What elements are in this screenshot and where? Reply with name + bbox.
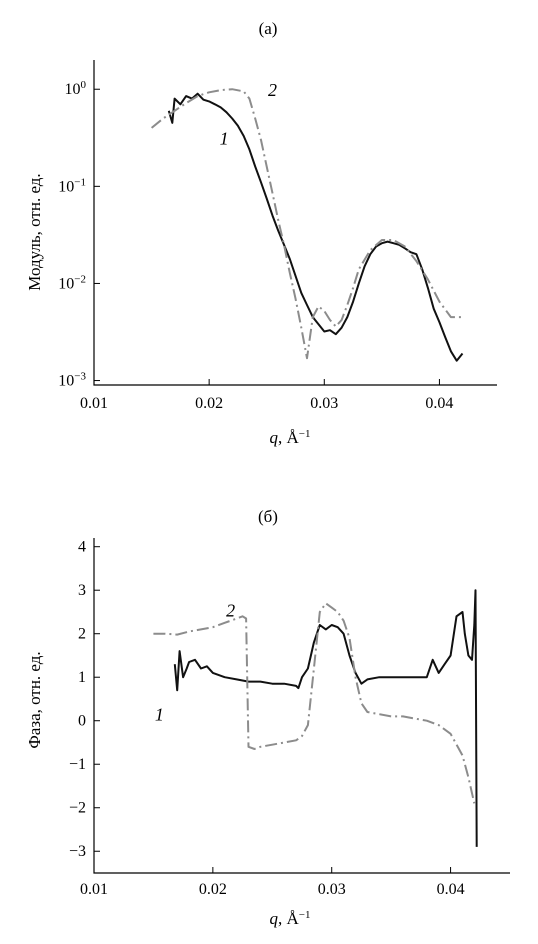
- panel-a-series-1-line: [167, 92, 464, 362]
- panel-b-label: (б): [258, 507, 278, 526]
- panel-a-x-tick-label: 0.02: [195, 395, 223, 412]
- panel-a-y-tick-label: 100: [65, 79, 87, 98]
- panel-a-y-tick-label: 10−1: [58, 176, 86, 195]
- panel-a-x-tick-label: 0.01: [80, 395, 108, 412]
- panel-b-x-axis-label: q, Å−1: [270, 909, 311, 928]
- panel-a-series-1-label: 1: [220, 128, 229, 148]
- panel-b-series-1-line: [173, 589, 478, 847]
- panel-a-y-tick-label: 10−2: [58, 273, 86, 292]
- panel-b-series: 12: [153, 589, 478, 847]
- panel-b-y-tick-label: −2: [69, 800, 86, 817]
- panel-b-series-2-label: 2: [226, 600, 235, 620]
- panel-b-x-ticks: 0.01 0.02 0.03 0.04: [80, 867, 465, 898]
- panel-b-x-tick-label: 0.04: [437, 881, 465, 898]
- panel-b-x-tick-label: 0.01: [80, 881, 108, 898]
- panel-a-modulus-chart: (а) Модуль, отн. ед. q, Å−1 0.01 0.02 0.03…: [25, 19, 497, 447]
- panel-b-y-tick-label: 2: [78, 626, 86, 643]
- panel-a-x-axis-unit: , Å: [278, 428, 300, 447]
- panel-a-series: 12: [150, 80, 464, 362]
- panel-a-x-tick-label: 0.04: [425, 395, 453, 412]
- panel-b-x-axis-variable: q: [270, 909, 279, 928]
- panel-a-label: (а): [259, 19, 278, 38]
- panel-a-series-2-label: 2: [268, 80, 277, 100]
- panel-b-y-tick-label: 0: [78, 713, 86, 730]
- panel-b-y-tick-label: 1: [78, 669, 86, 686]
- panel-b-y-axis-label: Фаза, отн. ед.: [25, 651, 44, 748]
- panel-b-x-tick-label: 0.03: [318, 881, 346, 898]
- panel-b-x-tick-label: 0.02: [199, 881, 227, 898]
- panel-b-series-1-label: 1: [155, 705, 164, 725]
- panel-b-y-tick-label: 3: [78, 582, 86, 599]
- panel-a-x-ticks: 0.01 0.02 0.03 0.04: [80, 379, 453, 412]
- panel-b-y-tick-label: −3: [69, 843, 86, 860]
- panel-a-axes: [93, 60, 497, 386]
- panel-a-x-axis-label: q, Å−1: [270, 428, 311, 447]
- panel-a-y-axis-label: Модуль, отн. ед.: [25, 173, 44, 290]
- panel-b-x-axis-unit-exponent: −1: [299, 909, 311, 921]
- panel-b-y-ticks: 4 3 2 1 0 −1 −2 −3: [69, 539, 100, 860]
- panel-b-phase-chart: (б) Фаза, отн. ед. q, Å−1 0.01 0.02 0.03 0.…: [25, 507, 510, 928]
- panel-b-series-2-line: [153, 602, 476, 804]
- panel-a-x-axis-unit-exponent: −1: [299, 428, 311, 440]
- panel-a-y-tick-label: 10−3: [58, 371, 86, 390]
- panel-b-y-tick-label: −1: [69, 756, 86, 773]
- panel-a-series-2-line: [150, 88, 463, 360]
- panel-b-x-axis-unit: , Å: [278, 909, 300, 928]
- panel-a-x-axis-variable: q: [270, 428, 279, 447]
- panel-b-y-tick-label: 4: [78, 539, 86, 556]
- panel-a-x-tick-label: 0.03: [310, 395, 338, 412]
- panel-a-y-ticks: 100 10−1 10−2 10−3: [58, 79, 100, 390]
